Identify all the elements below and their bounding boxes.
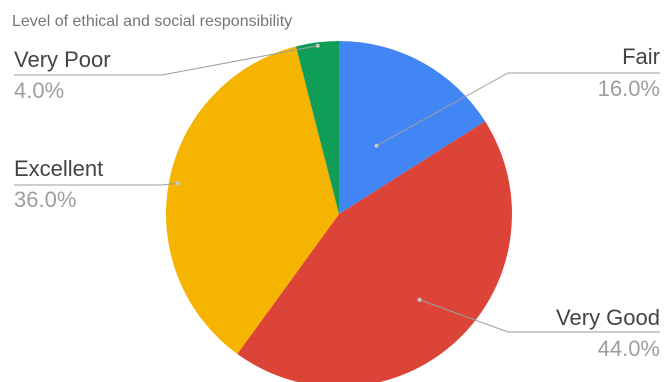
slice-percent: 16.0% xyxy=(598,76,660,101)
slice-label: Fair xyxy=(622,44,660,69)
pie-slices xyxy=(166,41,513,382)
slice-labels: Fair 16.0% Very Good 44.0% Excellent 36.0% Ver… xyxy=(14,44,660,361)
slice-label: Very Poor xyxy=(14,47,111,72)
pie-slice-fair xyxy=(339,41,486,214)
pie-slice-very-poor xyxy=(295,41,339,214)
leader-line-excellent xyxy=(14,182,178,186)
leader-dot xyxy=(315,43,320,48)
pie-slice-very-good xyxy=(237,121,513,382)
leader-line-very-good xyxy=(419,299,660,333)
leader-line-very-poor xyxy=(14,45,318,76)
pie-slice-excellent xyxy=(166,46,339,354)
leader-dot xyxy=(175,181,180,186)
leader-dot xyxy=(374,143,379,148)
slice-percent: 36.0% xyxy=(14,187,76,212)
slice-percent: 44.0% xyxy=(598,336,660,361)
leader-lines xyxy=(14,43,660,333)
leader-dot xyxy=(417,297,422,302)
slice-label: Very Good xyxy=(556,305,660,330)
leader-line-fair xyxy=(376,72,660,147)
chart-title: Level of ethical and social responsibili… xyxy=(12,13,292,30)
slice-label: Excellent xyxy=(14,156,103,181)
slice-percent: 4.0% xyxy=(14,78,64,103)
